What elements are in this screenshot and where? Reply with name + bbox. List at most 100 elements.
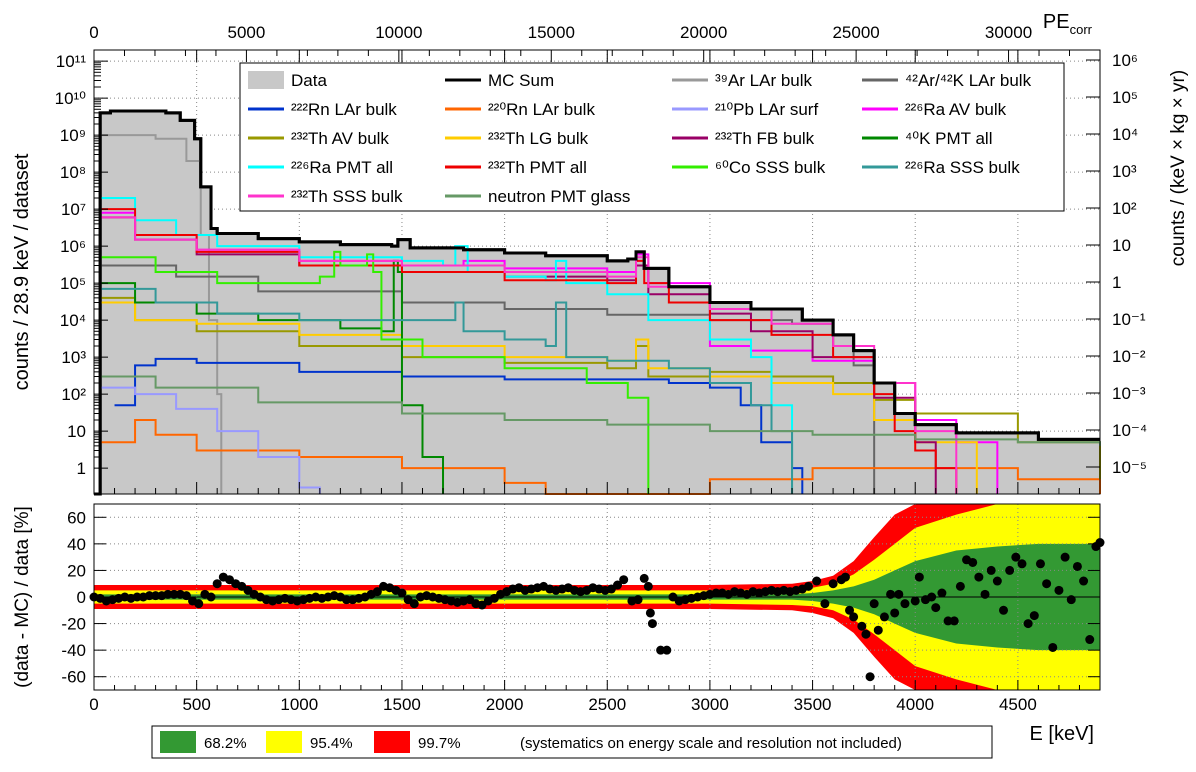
legend-label: ²³²Th FB bulk bbox=[715, 129, 815, 148]
res-legend-label: 99.7% bbox=[418, 735, 461, 752]
legend-label: Data bbox=[291, 71, 327, 90]
residual-point bbox=[181, 591, 191, 601]
residual-point bbox=[890, 608, 900, 618]
x-tick-label: 3000 bbox=[691, 695, 729, 714]
legend-label: ⁴²Ar/⁴²K LAr bulk bbox=[905, 71, 1032, 90]
top-axis-title: PEcorr bbox=[1043, 11, 1093, 37]
right-tick-label: 10 bbox=[1112, 236, 1131, 255]
residual-point bbox=[639, 573, 649, 583]
legend-label: ²²⁶Ra PMT all bbox=[291, 158, 393, 177]
residual-point bbox=[169, 589, 179, 599]
residual-point bbox=[1060, 552, 1070, 562]
legend-label: ³⁹Ar LAr bulk bbox=[715, 71, 813, 90]
residual-point bbox=[1066, 595, 1076, 605]
series-data-fill bbox=[94, 110, 1100, 495]
series-neutron-pmt-glass bbox=[100, 375, 1101, 446]
residual-point bbox=[828, 579, 838, 589]
residual-point bbox=[943, 616, 953, 626]
legend-label: ⁴⁰K PMT all bbox=[905, 129, 993, 148]
residual-point bbox=[397, 588, 407, 598]
residual-point bbox=[1054, 585, 1064, 595]
right-tick-label: 1 bbox=[1112, 273, 1121, 292]
y-tick-label: 10² bbox=[61, 385, 86, 404]
series-ra-sss-bulk bbox=[100, 287, 794, 494]
residual-point bbox=[900, 599, 910, 609]
residual-point bbox=[999, 605, 1009, 615]
residual-point bbox=[845, 605, 855, 615]
residual-point bbox=[163, 589, 173, 599]
legend-label: ²³²Th LG bulk bbox=[488, 129, 589, 148]
residual-point bbox=[643, 581, 653, 591]
residual-point bbox=[1017, 559, 1027, 569]
residual-point bbox=[949, 616, 959, 626]
right-tick-label: 10⁻⁵ bbox=[1112, 458, 1147, 477]
residual-point bbox=[342, 595, 352, 605]
residual-point bbox=[613, 580, 623, 590]
residual-point bbox=[849, 612, 859, 622]
residual-y-axis-title: (data - MC) / data [%] bbox=[12, 506, 33, 688]
right-tick-label: 10⁵ bbox=[1112, 88, 1138, 107]
res-legend-swatch bbox=[160, 731, 196, 753]
y-tick-label: 10³ bbox=[61, 348, 86, 367]
residual-point bbox=[879, 612, 889, 622]
residual-point bbox=[840, 572, 850, 582]
legend-frame bbox=[239, 62, 1065, 212]
right-tick-label: 10⁻³ bbox=[1112, 384, 1146, 403]
residual-point bbox=[1042, 579, 1052, 589]
residual-point bbox=[914, 572, 924, 582]
y-tick-label: 1 bbox=[77, 459, 86, 478]
top-tick-label: 30000 bbox=[985, 23, 1032, 42]
y-tick-label: 10⁶ bbox=[60, 237, 86, 256]
residual-point bbox=[894, 589, 904, 599]
y-tick-label: 10⁸ bbox=[60, 163, 86, 182]
top-tick-label: 5000 bbox=[228, 23, 266, 42]
legend-label: ²²⁶Ra AV bulk bbox=[905, 100, 1007, 119]
residual-point bbox=[1023, 619, 1033, 629]
residual-point bbox=[820, 599, 830, 609]
right-tick-label: 10⁻² bbox=[1112, 347, 1146, 366]
right-tick-label: 10⁻¹ bbox=[1112, 310, 1146, 329]
res-legend-note: (systematics on energy scale and resolut… bbox=[520, 735, 902, 752]
residual-point bbox=[955, 581, 965, 591]
residual-point bbox=[151, 591, 161, 601]
residual-point bbox=[992, 576, 1002, 586]
right-axis-title: counts / (keV × kg × yr) bbox=[1168, 70, 1189, 266]
right-tick-label: 10⁻⁴ bbox=[1112, 421, 1147, 440]
spectrum-panel: 0 5000 10000 15000 20000 25000 30000 1 10 10² 10³ 1… bbox=[55, 23, 1147, 496]
top-tick-label: 0 bbox=[89, 23, 98, 42]
residual-point bbox=[931, 603, 941, 613]
res-legend-swatch bbox=[374, 731, 410, 753]
residual-point bbox=[711, 588, 721, 598]
y-tick-label: 10 bbox=[67, 422, 86, 441]
x-tick-label: 2500 bbox=[588, 695, 626, 714]
residual-point bbox=[927, 592, 937, 602]
right-tick-label: 10² bbox=[1112, 199, 1137, 218]
residual-point bbox=[861, 629, 871, 639]
top-tick-label: 10000 bbox=[375, 23, 422, 42]
residual-point bbox=[910, 596, 920, 606]
legend-label: neutron PMT glass bbox=[488, 187, 630, 206]
residual-point bbox=[1011, 552, 1021, 562]
y-tick-label: 40 bbox=[67, 535, 86, 554]
series-co-sss-bulk bbox=[100, 250, 650, 494]
x-tick-label: 500 bbox=[182, 695, 210, 714]
residual-point bbox=[662, 645, 672, 655]
residual-point bbox=[645, 608, 655, 618]
legend: Data MC Sum ³⁹Ar LAr bulk ⁴²Ar/⁴²K LAr bulk… bbox=[239, 62, 1065, 212]
legend-label: ²³²Th SSS bulk bbox=[291, 187, 403, 206]
residual-panel: 0 500 1000 1500 2000 2500 3000 3500 4000 4500 -60 -… bbox=[61, 503, 1105, 714]
y-tick-label: 10¹¹ bbox=[56, 52, 87, 71]
residual-point bbox=[132, 592, 142, 602]
top-tick-label: 20000 bbox=[680, 23, 727, 42]
residual-point bbox=[968, 557, 978, 567]
residual-point bbox=[1048, 642, 1058, 652]
top-tick-label: 15000 bbox=[528, 23, 575, 42]
residual-point bbox=[857, 621, 867, 631]
y-tick-label: 10¹⁰ bbox=[55, 89, 87, 108]
residual-point bbox=[865, 672, 875, 682]
top-tick-label: 25000 bbox=[832, 23, 879, 42]
residual-point bbox=[647, 619, 657, 629]
residual-point bbox=[1079, 576, 1089, 586]
residual-point bbox=[873, 625, 883, 635]
